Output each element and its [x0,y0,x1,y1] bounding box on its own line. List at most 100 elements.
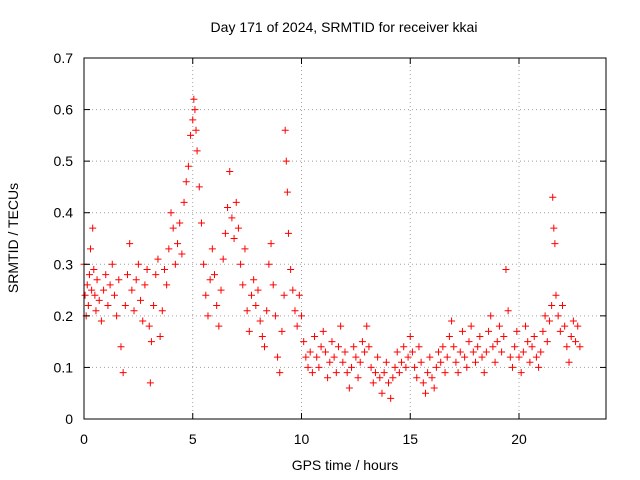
data-point [561,322,569,330]
data-point [448,317,456,325]
data-point [367,363,375,371]
data-point [472,358,479,366]
data-point [180,198,188,206]
data-point [184,162,192,170]
data-point [419,379,427,387]
data-point [247,291,255,299]
y-tick-label: 0.3 [54,256,74,272]
y-tick-label: 0.4 [54,205,74,221]
data-point [495,322,503,330]
data-point [487,312,495,320]
data-point [406,332,414,340]
x-tick-label: 10 [294,431,310,447]
data-point [265,260,273,268]
grid-lines [84,58,606,419]
data-point [280,291,288,299]
data-point [119,369,127,377]
data-point [102,271,110,279]
data-point [389,374,397,382]
data-point [278,327,286,335]
data-point [263,307,271,315]
data-point [85,271,93,279]
data-point [132,276,140,284]
data-point [258,332,266,340]
data-point [93,276,101,284]
data-point [417,358,425,366]
data-point [202,291,210,299]
x-tick-label: 5 [189,431,197,447]
x-axis-label: GPS time / hours [292,457,399,473]
data-point [541,312,549,320]
data-point [371,369,379,377]
data-point [176,219,184,227]
x-tick-label: 0 [80,431,88,447]
data-point [458,327,466,335]
data-point [130,307,138,315]
data-point [100,286,108,294]
data-point [163,281,171,289]
data-point [398,358,406,366]
data-point [143,265,151,273]
data-point [339,358,347,366]
data-point [549,193,557,201]
data-point [415,343,423,351]
axis-ticks [83,57,606,420]
data-point [543,338,551,346]
data-point [519,348,527,356]
x-tick-label: 20 [511,431,527,447]
data-point [191,106,199,114]
data-point [528,343,536,351]
data-point [146,379,154,387]
data-point [84,302,92,310]
data-point [432,363,440,371]
data-point [498,348,506,356]
data-point [87,245,95,253]
data-point [500,332,508,340]
data-point [189,116,197,124]
data-point [545,317,553,325]
data-point [539,327,547,335]
data-point [156,332,164,340]
data-point [328,338,336,346]
data-point [337,322,345,330]
data-point [204,312,212,320]
y-axis-label: SRMTID / TECUs [5,183,21,293]
data-point [428,374,436,382]
data-point [83,281,91,289]
y-tick-label: 0.5 [54,153,74,169]
data-point [341,348,349,356]
data-point [576,343,584,351]
data-point [450,343,458,351]
data-points [80,95,584,402]
data-point [197,219,205,227]
data-point [95,296,103,304]
data-point [376,374,384,382]
data-point [192,126,200,134]
data-point [491,358,499,366]
data-point [567,332,575,340]
data-point [267,240,275,248]
data-point [524,338,532,346]
data-point [106,281,114,289]
data-point [284,229,292,237]
data-point [108,260,116,268]
data-point [226,167,234,175]
data-point [532,353,540,361]
data-point [237,260,245,268]
data-point [152,271,160,279]
data-point [569,317,577,325]
data-point [474,343,482,351]
data-point [502,265,510,273]
data-point [548,302,556,310]
data-point [556,327,564,335]
data-point [369,379,377,387]
data-point [439,343,447,351]
data-point [395,369,403,377]
data-point [435,348,443,356]
data-point [437,358,445,366]
data-point [171,260,179,268]
y-tick-label: 0.6 [54,102,74,118]
data-point [128,286,136,294]
data-point [574,322,582,330]
data-point [113,312,121,320]
